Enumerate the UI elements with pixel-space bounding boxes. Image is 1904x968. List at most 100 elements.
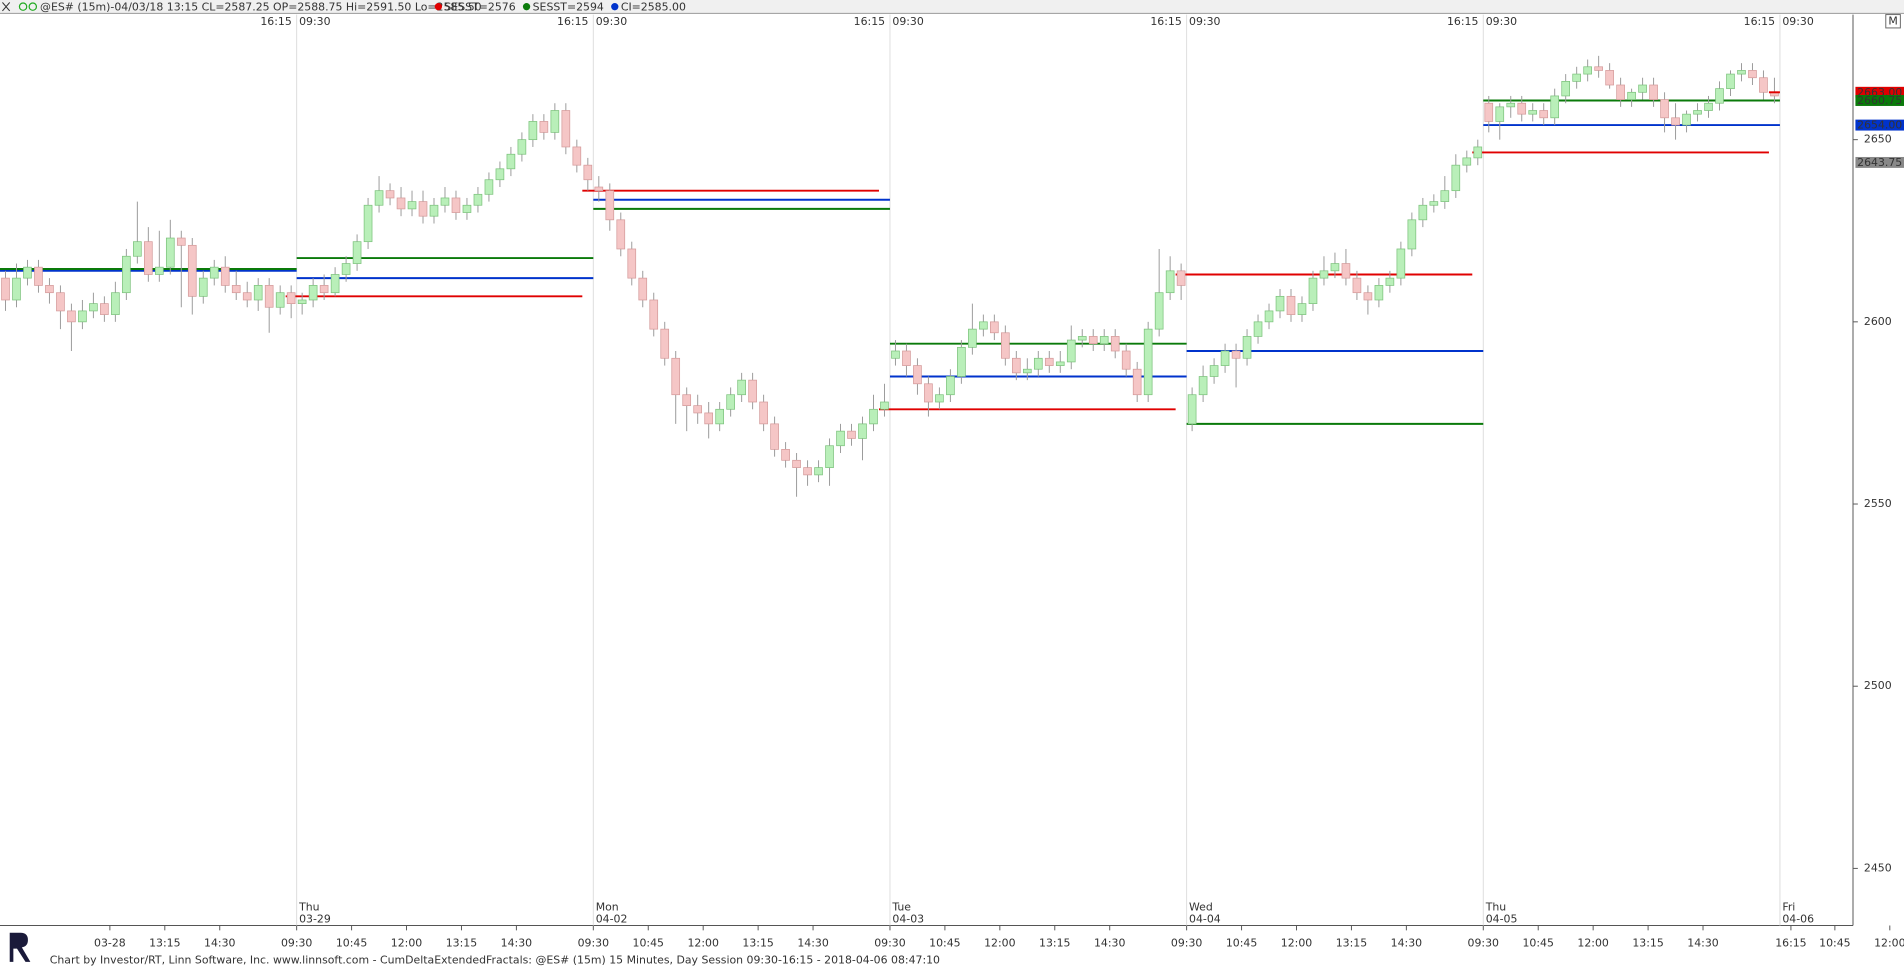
x-tick-label: 10:45 xyxy=(336,937,367,950)
menu-button-label[interactable]: M xyxy=(1888,14,1897,27)
candle-down xyxy=(693,405,703,414)
candle-down xyxy=(187,244,197,297)
candle-down xyxy=(781,449,790,461)
session-date: 04-02 xyxy=(596,912,628,925)
candle-down xyxy=(1,277,10,301)
candle-up xyxy=(253,285,263,301)
legend-swatch xyxy=(522,3,531,11)
candle-down xyxy=(1759,77,1768,93)
candle-up xyxy=(1022,368,1032,374)
candle-up xyxy=(891,350,900,359)
candle-up xyxy=(726,394,735,410)
price-tag-label: 2660.75 xyxy=(1857,94,1902,107)
x-tick-label: 14:30 xyxy=(1391,937,1422,950)
x-tick-label: 10:45 xyxy=(1522,937,1553,950)
x-tick-label: 03-28 xyxy=(94,937,126,950)
candle-up xyxy=(935,394,944,403)
candle-up xyxy=(1407,219,1417,250)
x-tick-label: 14:30 xyxy=(1687,937,1718,950)
candle-up xyxy=(506,153,516,170)
candle-up xyxy=(352,241,362,264)
candle-up xyxy=(1440,190,1450,202)
candle-down xyxy=(418,201,428,217)
candle-down xyxy=(100,303,109,315)
close-icon[interactable] xyxy=(2,2,11,12)
session-close-label: 16:15 xyxy=(1744,15,1775,28)
candle-down xyxy=(1660,99,1669,119)
x-tick-label: 13:15 xyxy=(1336,937,1367,950)
x-tick-label: 12:00 xyxy=(1577,937,1608,950)
candle-down xyxy=(847,430,856,439)
candle-down xyxy=(1088,336,1098,345)
y-tick-label: 2650 xyxy=(1864,133,1892,146)
candle-up xyxy=(462,204,472,213)
x-tick-label: 09:30 xyxy=(281,937,312,950)
session-day: Tue xyxy=(891,900,911,913)
candle-up xyxy=(946,376,955,396)
candle-up xyxy=(23,266,32,279)
candle-down xyxy=(231,285,241,294)
x-tick-label: 14:30 xyxy=(204,937,235,950)
candle-down xyxy=(1001,332,1010,359)
candle-up xyxy=(1275,295,1285,312)
candle-down xyxy=(34,266,43,286)
candle-down xyxy=(803,467,812,476)
candle-up xyxy=(1473,146,1483,159)
candle-down xyxy=(902,350,911,366)
candle-down xyxy=(1121,350,1131,370)
candle-up xyxy=(1429,201,1439,206)
session-date: 04-05 xyxy=(1486,912,1518,925)
x-tick-label: 09:30 xyxy=(1468,937,1499,950)
candle-up xyxy=(1418,204,1428,221)
x-tick-label: 09:30 xyxy=(874,937,905,950)
candle-down xyxy=(176,237,186,246)
x-tick-label: 12:00 xyxy=(391,937,422,950)
candle-up xyxy=(89,303,98,312)
candle-up xyxy=(1561,80,1571,97)
y-tick-label: 2500 xyxy=(1864,679,1892,692)
candle-up xyxy=(154,266,164,275)
candle-down xyxy=(1363,292,1373,301)
candle-up xyxy=(1506,102,1516,108)
candle-up xyxy=(374,190,384,206)
candle-down xyxy=(242,292,252,301)
candle-up xyxy=(1715,88,1724,104)
session-close-label: 16:15 xyxy=(1150,15,1181,28)
candle-down xyxy=(913,365,922,385)
x-tick-label: 10:45 xyxy=(1819,937,1850,950)
candle-down xyxy=(1605,70,1614,86)
candle-down xyxy=(594,186,604,192)
session-close-label: 16:15 xyxy=(854,15,885,28)
candle-up xyxy=(1187,394,1197,425)
session-day: Mon xyxy=(596,900,619,913)
candle-up xyxy=(198,277,208,297)
x-tick-label: 12:00 xyxy=(1874,937,1904,950)
menu-button[interactable] xyxy=(1885,14,1901,29)
candle-down xyxy=(319,285,329,294)
candle-up xyxy=(1264,310,1274,323)
candle-up xyxy=(1330,263,1340,272)
candle-up xyxy=(308,285,318,301)
legend-swatch xyxy=(434,3,442,11)
candle-up xyxy=(297,299,307,304)
candle-down xyxy=(1539,110,1549,119)
legend: SESST=2576 SESST=2594 CI=2585.00 xyxy=(434,0,686,13)
candle-down xyxy=(660,328,670,359)
candle-up xyxy=(825,445,834,468)
candle-down xyxy=(682,394,692,407)
candle-up xyxy=(111,292,120,315)
candle-down xyxy=(264,285,274,308)
candle-up xyxy=(1297,303,1307,315)
candle-down xyxy=(396,197,406,210)
candle-down xyxy=(539,121,549,133)
session-date: 03-29 xyxy=(299,912,331,925)
candle-down xyxy=(605,190,615,221)
session-day: Fri xyxy=(1782,900,1795,913)
candle-up xyxy=(1198,376,1208,396)
candle-up xyxy=(1396,248,1406,279)
x-tick-label: 10:45 xyxy=(633,937,664,950)
candle-up xyxy=(1737,70,1746,75)
x-tick-label: 14:30 xyxy=(797,937,828,950)
candle-up xyxy=(1693,110,1702,115)
